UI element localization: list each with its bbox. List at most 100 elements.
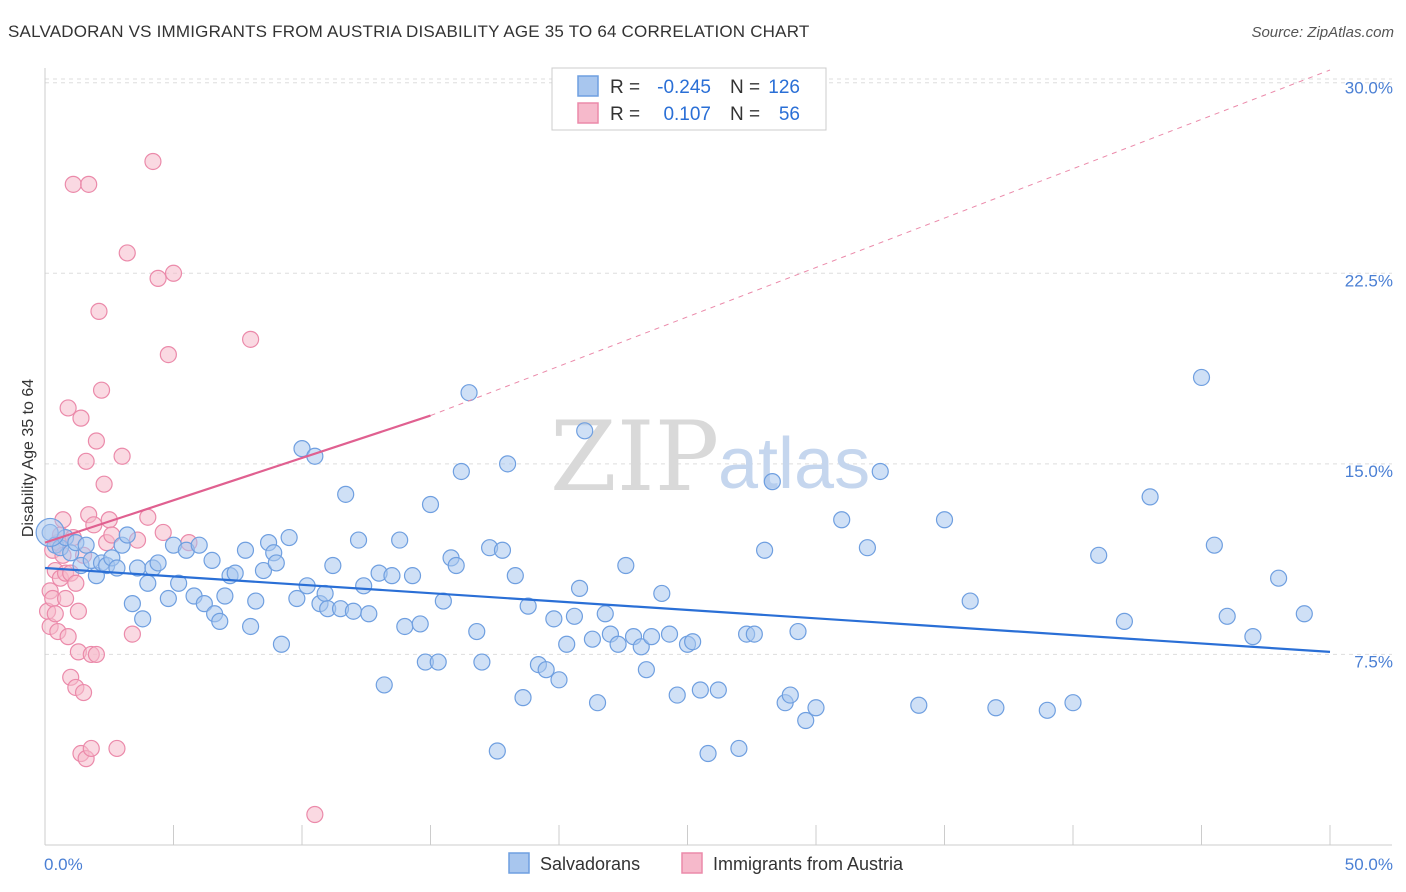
- data-point: [789, 622, 807, 641]
- data-point: [755, 541, 774, 559]
- data-point: [499, 455, 517, 473]
- data-point: [316, 584, 334, 603]
- data-point: [596, 605, 614, 623]
- data-point: [391, 531, 409, 549]
- data-point: [1141, 488, 1159, 506]
- data-point: [139, 574, 157, 592]
- data-point: [203, 551, 221, 570]
- data-point: [537, 661, 555, 679]
- legend-n-label: N =: [730, 77, 760, 98]
- trend-lines: [44, 69, 1331, 653]
- legend-n-value-blue: 126: [768, 77, 800, 98]
- legend-r-label: R =: [610, 104, 640, 125]
- data-point: [77, 536, 95, 554]
- data-point: [609, 635, 627, 653]
- axes: [44, 68, 1392, 846]
- x-tick-label: 50.0%: [1345, 855, 1393, 874]
- data-point: [570, 579, 589, 597]
- data-point: [170, 574, 188, 592]
- x-tick-labels: 0.0% 50.0%: [44, 855, 1393, 874]
- data-point: [545, 610, 563, 628]
- data-point: [46, 605, 64, 623]
- data-point: [74, 683, 93, 702]
- data-point: [421, 495, 440, 514]
- data-point: [961, 592, 979, 610]
- data-point: [488, 742, 506, 760]
- data-point: [519, 597, 537, 615]
- y-tick-label: 30.0%: [1345, 79, 1393, 98]
- data-point: [668, 686, 686, 704]
- data-point: [87, 645, 106, 664]
- data-point: [1218, 607, 1236, 625]
- data-point: [763, 473, 781, 491]
- data-point: [247, 592, 265, 610]
- data-point: [460, 384, 478, 402]
- data-point: [306, 805, 324, 824]
- data-point: [59, 628, 77, 646]
- data-point: [1064, 694, 1082, 712]
- data-point: [684, 633, 702, 651]
- data-point: [69, 602, 88, 620]
- legend-n-label: N =: [730, 104, 760, 125]
- data-point: [77, 452, 95, 470]
- y-tick-label: 7.5%: [1354, 652, 1393, 671]
- data-point: [190, 536, 208, 554]
- data-point: [632, 638, 650, 656]
- data-point: [403, 567, 422, 585]
- data-point: [396, 617, 414, 636]
- data-point: [134, 610, 152, 628]
- data-point: [67, 574, 85, 592]
- data-point: [80, 175, 98, 193]
- data-point: [1090, 546, 1108, 564]
- data-point: [833, 511, 851, 529]
- data-point: [59, 399, 77, 417]
- data-point: [1244, 628, 1262, 646]
- data-point: [72, 409, 90, 427]
- data-point-cluster: [35, 517, 65, 548]
- y-tick-labels: 7.5% 15.0% 22.5% 30.0%: [1345, 79, 1393, 672]
- data-point: [293, 440, 311, 458]
- data-point: [216, 587, 234, 605]
- data-point: [95, 475, 113, 493]
- source-label: Source: ZipAtlas.com: [1251, 24, 1394, 41]
- data-point: [935, 511, 954, 529]
- data-point: [858, 539, 877, 557]
- trend-line-austria-extension: [430, 69, 1331, 417]
- bottom-legend-label-salvadorans: Salvadorans: [540, 854, 640, 874]
- data-point: [588, 694, 607, 712]
- data-point: [411, 615, 429, 633]
- bottom-legend-swatch-blue: [508, 852, 530, 874]
- data-point: [144, 152, 162, 171]
- data-point: [164, 264, 183, 282]
- data-point: [383, 567, 401, 585]
- y-tick-label: 15.0%: [1345, 462, 1393, 481]
- data-point: [447, 556, 465, 575]
- data-point: [642, 628, 661, 646]
- data-point: [506, 567, 524, 585]
- data-point: [254, 561, 273, 580]
- data-point: [123, 625, 141, 643]
- data-point: [226, 564, 244, 582]
- watermark-atlas: atlas: [718, 424, 870, 504]
- data-point: [242, 330, 260, 348]
- data-point: [236, 541, 255, 559]
- data-point: [1295, 605, 1313, 623]
- series-austria-points: [38, 152, 324, 824]
- data-point: [108, 739, 126, 758]
- data-point: [1192, 368, 1211, 387]
- data-point: [473, 653, 491, 671]
- bottom-legend-swatch-pink: [681, 852, 703, 874]
- data-point: [493, 541, 512, 559]
- data-point: [1205, 536, 1223, 554]
- bottom-legend: Salvadorans Immigrants from Austria: [508, 852, 904, 874]
- data-point: [149, 554, 167, 572]
- data-point: [82, 739, 100, 758]
- data-point: [337, 485, 355, 503]
- data-point: [375, 676, 393, 694]
- data-point: [565, 607, 584, 625]
- data-point: [288, 589, 306, 608]
- data-point: [699, 744, 717, 763]
- data-point: [113, 447, 131, 465]
- chart-title: SALVADORAN VS IMMIGRANTS FROM AUSTRIA DI…: [8, 22, 810, 41]
